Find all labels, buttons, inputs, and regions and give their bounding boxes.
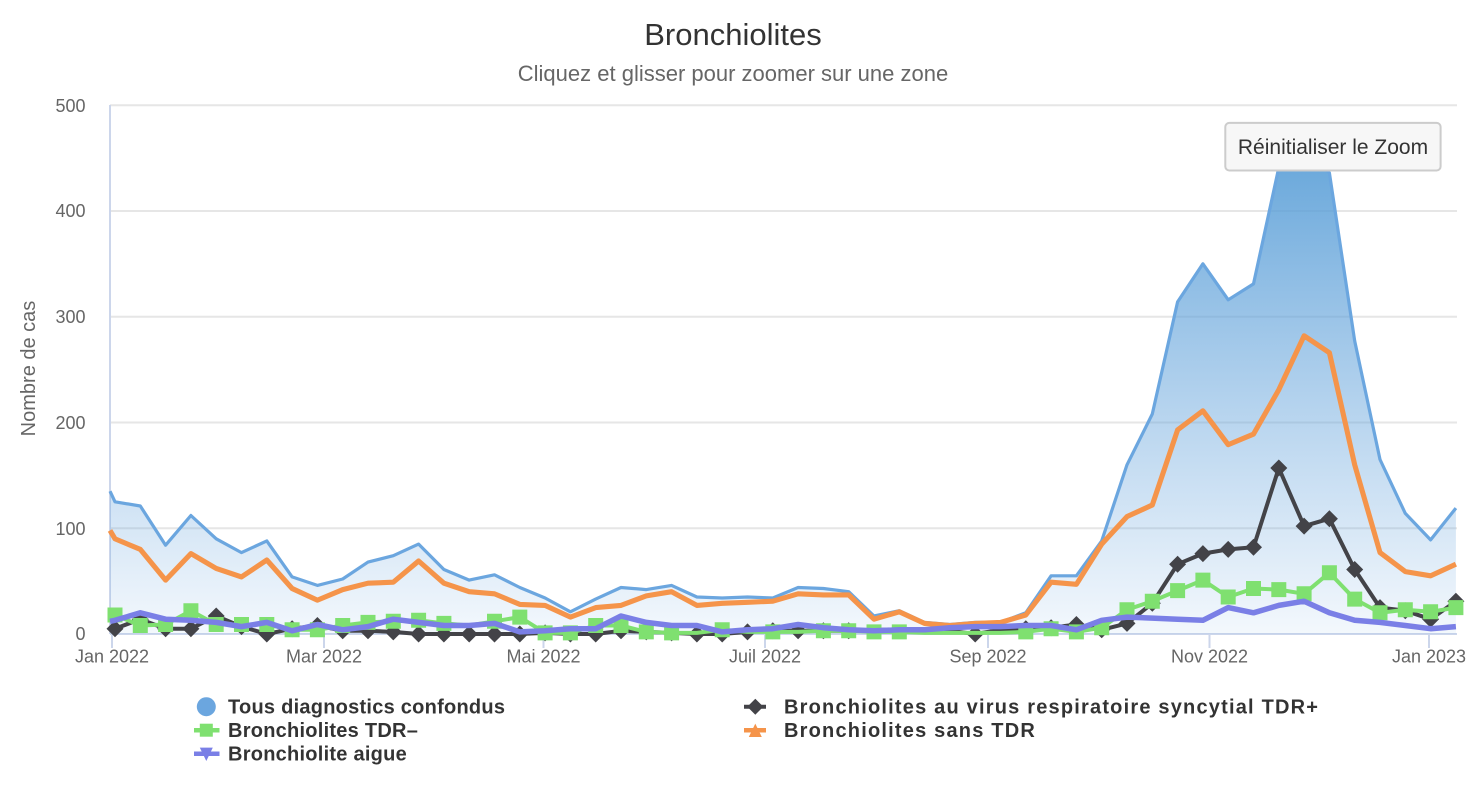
svg-text:0: 0 <box>75 624 85 644</box>
svg-text:Bronchiolite aigue: Bronchiolite aigue <box>228 744 407 766</box>
svg-text:Jan 2023: Jan 2023 <box>1392 647 1466 667</box>
svg-text:Bronchiolites: Bronchiolites <box>644 17 821 52</box>
svg-text:200: 200 <box>55 413 85 433</box>
svg-text:Jan 2022: Jan 2022 <box>75 647 149 667</box>
svg-text:Mai 2022: Mai 2022 <box>506 647 580 667</box>
svg-text:Nov 2022: Nov 2022 <box>1171 647 1248 667</box>
svg-text:Mar 2022: Mar 2022 <box>286 647 362 667</box>
svg-text:500: 500 <box>55 96 85 116</box>
svg-text:100: 100 <box>55 519 85 539</box>
svg-text:Juil 2022: Juil 2022 <box>729 647 801 667</box>
svg-text:Bronchiolites sans TDR: Bronchiolites sans TDR <box>784 720 1036 742</box>
svg-text:400: 400 <box>55 201 85 221</box>
svg-text:Cliquez et glisser pour zoomer: Cliquez et glisser pour zoomer sur une z… <box>518 61 948 86</box>
svg-text:Réinitialiser le Zoom: Réinitialiser le Zoom <box>1238 136 1428 159</box>
svg-text:Sep 2022: Sep 2022 <box>949 647 1026 667</box>
svg-text:Nombre de cas: Nombre de cas <box>18 301 40 437</box>
svg-text:Bronchiolites au virus respira: Bronchiolites au virus respiratoire sync… <box>784 697 1319 719</box>
svg-text:Bronchiolites TDR–: Bronchiolites TDR– <box>228 720 418 742</box>
svg-text:Tous diagnostics confondus: Tous diagnostics confondus <box>228 697 505 719</box>
svg-text:300: 300 <box>55 307 85 327</box>
